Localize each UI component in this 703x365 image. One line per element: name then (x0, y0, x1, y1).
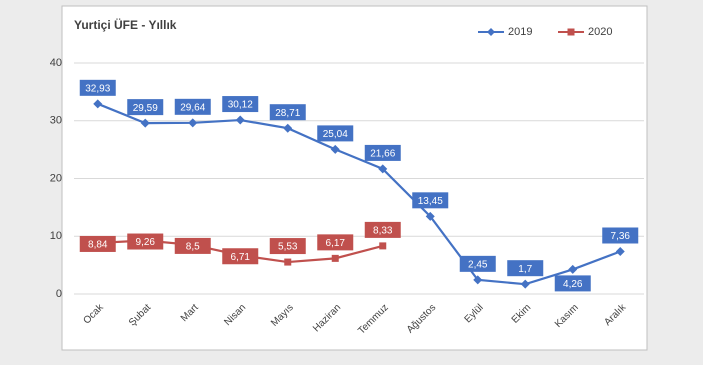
data-label-box (554, 275, 591, 292)
data-label-text: 32,93 (85, 83, 110, 94)
data-label-text: 9,26 (136, 237, 156, 248)
data-label-text: 6,17 (326, 238, 346, 249)
y-tick-label: 20 (50, 172, 62, 184)
data-label-text: 6,71 (231, 252, 251, 263)
data-label: 6,71 (222, 248, 259, 265)
data-label: 5,53 (269, 238, 306, 255)
data-label-text: 1,7 (518, 264, 532, 275)
point (378, 164, 388, 174)
data-label-text: 28,71 (275, 108, 300, 119)
data-label-box (602, 227, 639, 244)
data-label-box (127, 233, 164, 250)
data-label: 8,5 (174, 237, 211, 254)
point (473, 275, 483, 285)
data-label-text: 8,33 (373, 226, 393, 237)
y-tick-label: 10 (50, 230, 62, 242)
point (284, 258, 292, 266)
data-label-text: 8,84 (88, 240, 108, 251)
data-label-box (79, 235, 116, 252)
data-label: 8,84 (79, 235, 116, 252)
data-label-box (174, 98, 211, 115)
data-label-box (269, 104, 306, 121)
chart-title: Yurtiçi ÜFE - Yıllık (74, 17, 177, 32)
data-label-box (269, 238, 306, 255)
data-label-box (364, 144, 401, 161)
data-label-box (364, 221, 401, 238)
data-label: 4,26 (554, 275, 591, 292)
series-line (97, 102, 621, 286)
data-label: 29,64 (174, 98, 211, 115)
data-label: 28,71 (269, 104, 306, 121)
point (188, 118, 198, 128)
data-label: 29,59 (127, 99, 164, 116)
point (615, 246, 625, 256)
data-label-box (222, 248, 259, 265)
point (568, 264, 578, 274)
point (235, 115, 245, 125)
data-label: 2,45 (459, 255, 496, 272)
data-label-box (317, 234, 354, 251)
y-tick-label: 30 (50, 115, 62, 127)
data-label: 1,7 (507, 260, 544, 277)
data-label-box (412, 192, 449, 209)
point (379, 242, 387, 250)
point (330, 144, 340, 154)
data-label-box (317, 125, 354, 142)
data-label: 6,17 (317, 234, 354, 251)
point (331, 254, 339, 262)
legend-marker (567, 28, 575, 36)
data-label-box (507, 260, 544, 277)
data-label: 7,36 (602, 227, 639, 244)
legend-label: 2019 (508, 26, 532, 38)
y-tick-label: 40 (50, 57, 62, 69)
data-label: 9,26 (127, 233, 164, 250)
data-label-box (459, 255, 496, 272)
data-label-text: 25,04 (323, 129, 348, 140)
data-label: 21,66 (364, 144, 401, 161)
point (520, 279, 530, 289)
data-label: 13,45 (412, 192, 449, 209)
data-label-text: 21,66 (370, 149, 395, 160)
data-label-text: 13,45 (418, 196, 443, 207)
data-label: 25,04 (317, 125, 354, 142)
data-label-text: 5,53 (278, 242, 298, 253)
data-label: 8,33 (364, 221, 401, 238)
point (425, 211, 435, 221)
point (93, 99, 103, 109)
data-label-text: 30,12 (228, 100, 253, 111)
data-label-box (79, 79, 116, 96)
point (283, 123, 293, 133)
data-label-text: 8,5 (186, 242, 200, 253)
data-label: 30,12 (222, 96, 259, 113)
data-label-text: 2,45 (468, 259, 488, 270)
data-label-text: 29,64 (180, 102, 205, 113)
y-tick-label: 0 (56, 288, 62, 300)
legend-label: 2020 (588, 26, 612, 38)
data-label: 32,93 (79, 79, 116, 96)
data-label-text: 7,36 (611, 231, 631, 242)
point (140, 118, 150, 128)
data-label-box (174, 237, 211, 254)
data-label-text: 4,26 (563, 279, 583, 290)
data-label-text: 29,59 (133, 103, 158, 114)
legend-marker (487, 28, 495, 36)
data-label-box (127, 99, 164, 116)
data-label-box (222, 96, 259, 113)
